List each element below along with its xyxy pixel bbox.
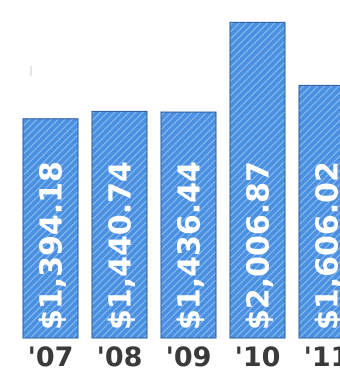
bar-4 — [298, 84, 340, 339]
x-tick-label-4: '11 — [304, 342, 340, 373]
bar-value-label-3: $2,006.87 — [242, 161, 277, 330]
x-tick-label-0: '07 — [28, 342, 74, 373]
bar-2 — [160, 111, 217, 339]
bar-value-labels-group: $1,394.18 $1,440.74 $1,436.44 $2,006.87 $1,6… — [35, 161, 340, 330]
bars-group — [22, 21, 340, 339]
x-tick-label-3: '10 — [235, 342, 281, 373]
bar-value-label-2: $1,436.44 — [173, 161, 208, 330]
x-tick-label-2: '09 — [166, 342, 212, 373]
bar-3 — [229, 21, 286, 339]
bar-1 — [91, 110, 148, 339]
bar-value-label-0: $1,394.18 — [35, 161, 70, 330]
x-tick-label-1: '08 — [97, 342, 143, 373]
x-axis-tick-labels: '07 '08 '09 '10 '11 — [28, 342, 340, 373]
bar-value-label-1: $1,440.74 — [104, 161, 139, 330]
bar-value-label-4: $1,606.02 — [311, 161, 340, 330]
bar-0 — [22, 118, 79, 339]
